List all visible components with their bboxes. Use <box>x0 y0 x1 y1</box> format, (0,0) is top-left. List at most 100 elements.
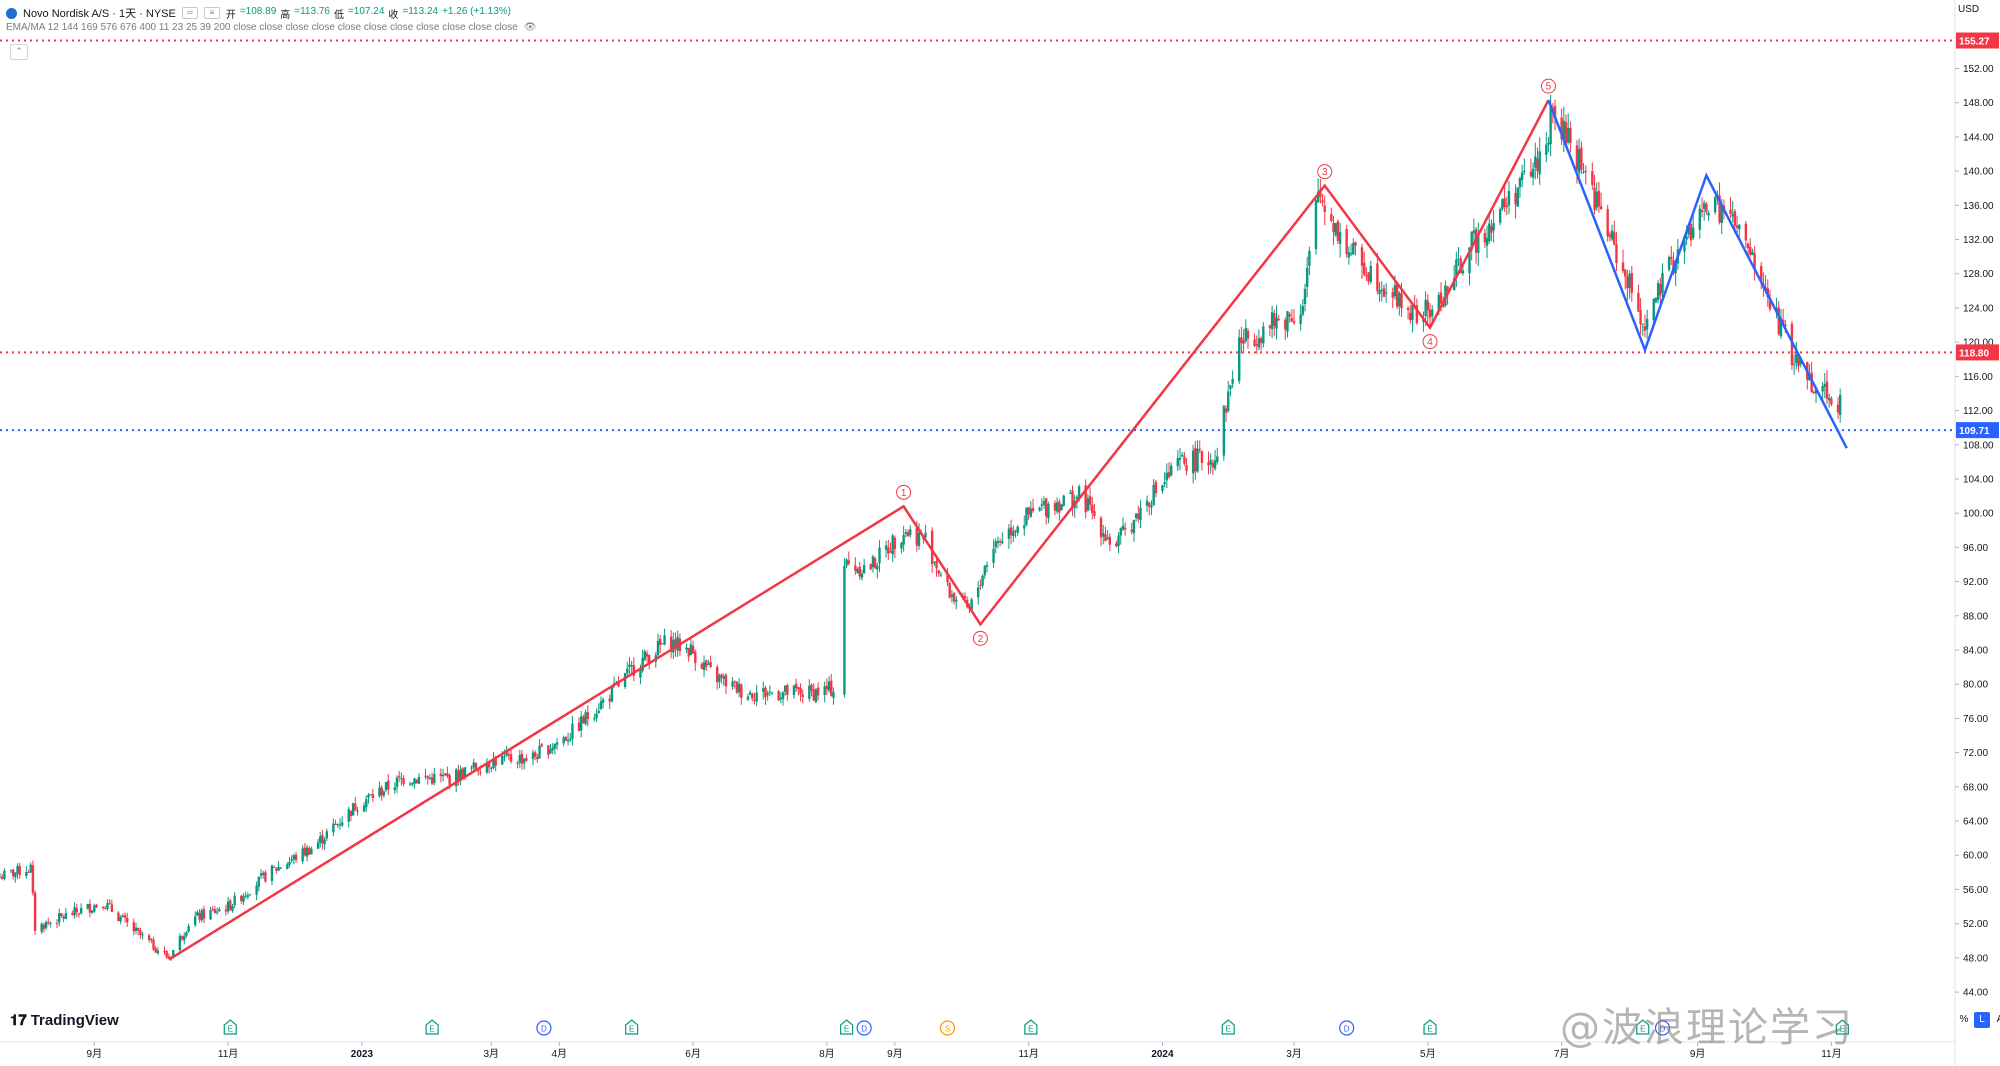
candle-body <box>415 779 418 784</box>
candle-body <box>1439 292 1443 304</box>
dividend-marker-icon[interactable] <box>536 1020 552 1036</box>
candle-body <box>1255 344 1258 346</box>
candle-body <box>505 752 508 756</box>
candle-body <box>1277 319 1280 321</box>
candle-body <box>1597 190 1601 207</box>
candle-body <box>1275 317 1278 329</box>
candle-body <box>893 537 897 549</box>
collapse-legend-button[interactable]: ⌃ <box>10 44 28 60</box>
auto-scale-button[interactable]: A <box>1996 1014 2000 1025</box>
dividend-marker-icon[interactable] <box>856 1020 872 1036</box>
candle-body <box>31 865 35 893</box>
candle-body <box>562 737 565 744</box>
earnings-marker-icon[interactable] <box>840 1019 854 1035</box>
dividend-marker-icon[interactable] <box>1339 1020 1355 1036</box>
log-scale-button[interactable]: L <box>1974 1012 1990 1028</box>
earnings-marker-icon[interactable] <box>425 1019 439 1035</box>
wave-label: 3 <box>1322 167 1328 178</box>
candle-body <box>270 865 274 882</box>
candle-body <box>952 593 956 602</box>
earnings-marker-icon[interactable] <box>1423 1019 1437 1035</box>
candle-body <box>538 746 541 759</box>
indicator-legend[interactable]: EMA/MA 12 144 169 576 676 400 11 23 25 3… <box>6 22 518 33</box>
candle-body <box>1591 171 1594 186</box>
earnings-marker-icon[interactable] <box>1221 1019 1235 1035</box>
compare-icon-2[interactable]: ≡ <box>203 7 220 19</box>
candle-body <box>1292 321 1296 324</box>
split-marker-icon[interactable] <box>939 1020 956 1036</box>
percent-scale-button[interactable]: % <box>1959 1014 1969 1025</box>
candle-body <box>1630 273 1634 293</box>
candle-body <box>1352 243 1355 255</box>
event-marker-label: E <box>429 1025 434 1034</box>
candle-body <box>1595 192 1598 208</box>
dividend-marker-icon[interactable] <box>1654 1020 1671 1036</box>
candle-body <box>244 895 247 897</box>
wave-label-circle <box>972 630 988 646</box>
candle-body <box>1227 391 1230 411</box>
candle-body <box>1531 168 1535 178</box>
candle-body <box>799 687 802 695</box>
currency-label[interactable]: USD <box>1958 4 1980 15</box>
correction-wave-line[interactable] <box>1547 99 1848 449</box>
candle-body <box>178 936 182 951</box>
earnings-marker-icon[interactable] <box>1024 1019 1038 1035</box>
candle-body <box>996 541 1000 544</box>
earnings-marker-icon[interactable] <box>625 1019 639 1035</box>
candle-body <box>417 776 421 784</box>
candle-body <box>455 769 458 787</box>
candle-body <box>1777 307 1780 335</box>
candle-body <box>213 909 217 913</box>
price-level-label: 155.27 <box>1959 37 1990 48</box>
candle-body <box>1398 292 1401 307</box>
candle-body <box>691 645 695 654</box>
x-tick-label: 7月 <box>1554 1048 1570 1060</box>
candle-body <box>1705 203 1708 213</box>
candle-body <box>709 661 712 667</box>
candle-body <box>354 803 357 811</box>
candle-body <box>1062 495 1065 506</box>
candle-body <box>47 922 50 924</box>
candle-body <box>827 681 831 691</box>
candle-body <box>33 892 37 931</box>
candle-body <box>935 560 938 569</box>
candle-body <box>707 663 710 665</box>
earnings-marker-icon[interactable] <box>223 1019 237 1035</box>
candle-body <box>586 712 590 720</box>
candle-body <box>979 585 982 587</box>
earnings-marker-icon[interactable] <box>1636 1019 1650 1035</box>
candle-body <box>1514 192 1517 205</box>
watermark: @波浪理论学习 <box>1560 1005 1854 1051</box>
event-marker-label: E <box>1640 1025 1645 1034</box>
candle-body <box>1382 288 1386 297</box>
candle-body <box>1654 297 1658 303</box>
eye-icon[interactable]: 👁 <box>523 22 537 33</box>
candle-body <box>490 767 493 769</box>
candle-body <box>547 745 550 756</box>
candle-body <box>1545 144 1548 155</box>
candle-body <box>233 895 236 906</box>
candle-body <box>1257 338 1261 348</box>
candle-body <box>1132 520 1136 534</box>
candle-body <box>487 762 491 768</box>
candle-body <box>1621 262 1625 272</box>
candle-body <box>1538 151 1541 175</box>
x-tick-label: 3月 <box>484 1048 500 1060</box>
candle-body <box>62 916 65 919</box>
candle-body <box>970 599 973 610</box>
elliott-wave-impulse-line[interactable] <box>168 99 1550 961</box>
y-tick-label: 104.00 <box>1963 474 1994 485</box>
symbol-title[interactable]: Novo Nordisk A/S · 1天 · NYSE <box>23 8 176 20</box>
earnings-marker-icon[interactable] <box>1835 1019 1849 1035</box>
candle-body <box>845 559 848 566</box>
compare-icon[interactable]: ═ <box>181 7 198 19</box>
candle-body <box>88 903 92 913</box>
candle-body <box>382 791 386 796</box>
candle-body <box>44 922 48 928</box>
candle-body <box>525 758 528 761</box>
candle-body <box>900 543 903 549</box>
candle-body <box>1121 525 1125 530</box>
candle-body <box>876 565 879 570</box>
candle-body <box>1584 170 1587 172</box>
